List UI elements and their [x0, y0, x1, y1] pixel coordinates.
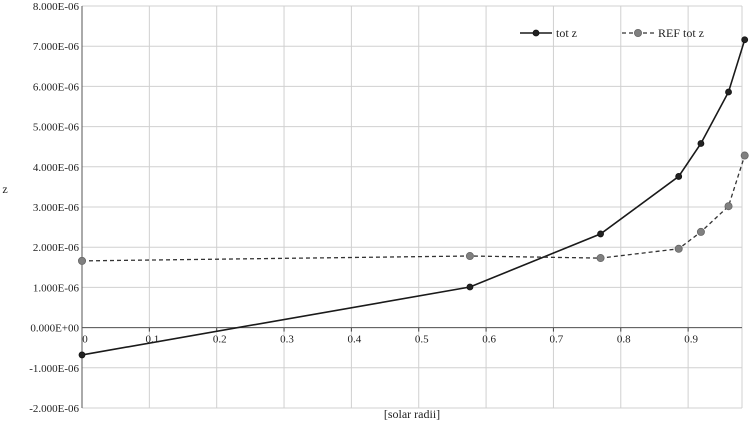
- x-tick-label: 0.2: [213, 334, 227, 346]
- x-tick-label: 0.3: [280, 334, 294, 346]
- data-point: [466, 283, 474, 291]
- y-tick-labels: -2.000E-06 -1.000E-06 0.000E+00 1.000E-06 2.…: [29, 1, 79, 415]
- data-point: [741, 36, 749, 44]
- x-tick-label: 0.6: [482, 334, 496, 346]
- legend-swatch-marker: [634, 28, 643, 37]
- y-tick-label: 1.000E-06: [33, 282, 80, 294]
- y-tick-label: 2.000E-06: [33, 242, 80, 254]
- x-tick-label: 0.7: [550, 334, 564, 346]
- data-point: [78, 351, 86, 359]
- data-point: [740, 151, 749, 160]
- series-group: [78, 36, 749, 359]
- series-ref-tot-z: [78, 151, 749, 265]
- x-tick-label: 0: [82, 334, 88, 346]
- x-tick-labels: 0 0.1 0.2 0.3 0.4 0.5 0.6 0.7 0.8 0.9: [82, 334, 698, 346]
- series-line: [81, 155, 746, 262]
- y-tick-label: 6.000E-06: [33, 81, 80, 93]
- y-tick-label: 3.000E-06: [33, 202, 80, 214]
- x-tick-label: 0.4: [348, 334, 362, 346]
- legend-label: REF tot z: [658, 26, 704, 40]
- data-point: [597, 230, 604, 238]
- axes: [81, 6, 742, 408]
- series-line: [81, 39, 746, 356]
- y-axis-title: z: [2, 182, 7, 196]
- gridlines: [81, 5, 743, 409]
- legend: tot z REF tot z: [520, 26, 704, 40]
- y-tick-label: 8.000E-06: [33, 1, 80, 13]
- legend-swatch-marker: [532, 29, 540, 37]
- data-point: [674, 244, 683, 253]
- data-point: [78, 256, 87, 265]
- x-axis-title: [solar radii]: [384, 407, 440, 421]
- data-point: [596, 254, 605, 263]
- series-tot-z: [78, 36, 749, 359]
- data-point: [675, 173, 683, 180]
- y-tick-label: 7.000E-06: [33, 41, 80, 53]
- y-tick-label: 4.000E-06: [33, 162, 80, 174]
- legend-label: tot z: [556, 26, 577, 40]
- data-point: [465, 252, 474, 261]
- x-tick-label: 0.8: [617, 334, 631, 346]
- data-point: [697, 140, 705, 147]
- y-tick-label: 5.000E-06: [33, 122, 80, 134]
- data-point: [724, 202, 733, 211]
- y-tick-label: 0.000E+00: [30, 323, 79, 335]
- data-point: [725, 88, 732, 96]
- y-tick-label: -2.000E-06: [29, 403, 79, 415]
- x-tick-label: 0.5: [415, 334, 429, 346]
- data-point: [696, 227, 705, 236]
- x-tick-label: 0.9: [684, 334, 698, 346]
- y-tick-label: -1.000E-06: [29, 363, 79, 375]
